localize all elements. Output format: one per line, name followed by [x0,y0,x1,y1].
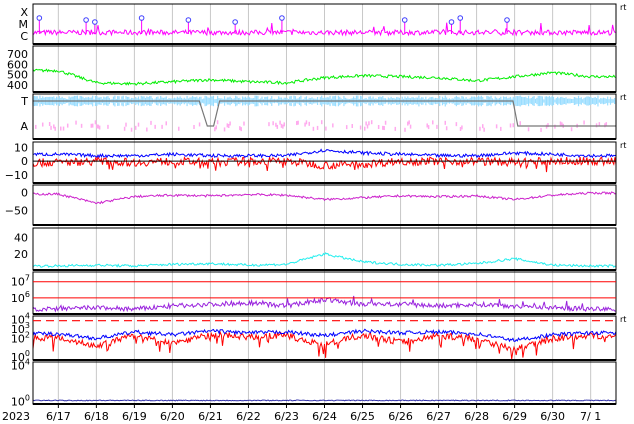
flare-marker [36,15,43,21]
ytick-proton-flux-10^4: 104 [11,312,30,327]
ytick-bottom-10^0: 100 [11,393,30,408]
ytick-proton-flux-10^3: 103 [11,321,30,336]
flare-marker [457,15,464,21]
right-label-proton-flux: rt [620,315,626,324]
labels-layer: rtrtrtrtXMC400500600700TA−10010−50020401… [2,3,626,423]
series-dst-darkmagenta [32,191,617,205]
flare-marker [138,15,145,21]
flare-marker [279,15,285,21]
xtick-6/28: 6/28 [464,410,489,423]
ytick-wind-speed-600: 600 [7,58,28,71]
flare-marker [185,17,192,23]
ytick-proton-flux-10^2: 102 [11,330,30,345]
series-xray-class [32,22,617,37]
flare-marker [92,19,98,25]
ytick-wind-speed-500: 500 [7,69,28,82]
series-imf-blue [32,148,617,159]
ytick-sector-T: T [20,95,28,108]
series-proton-flux-red [32,330,617,360]
ytick-xray-class-C: C [20,30,28,43]
xtick-6/20: 6/20 [160,410,185,423]
axes-layer [32,3,617,408]
xtick-6/26: 6/26 [388,410,413,423]
ytick-imf-10: 10 [14,141,28,154]
xtick-6/23: 6/23 [274,410,299,423]
right-label-xray-class: rt [620,3,626,12]
series-electron-flux-purple [32,295,616,313]
xtick-6/27: 6/27 [426,410,451,423]
xtick-6/30: 6/30 [540,410,565,423]
xtick-6/22: 6/22 [236,410,261,423]
ytick-wind-speed-400: 400 [7,79,28,92]
sector-transition-line [33,100,616,127]
flare-marker [232,19,238,25]
flare-marker [401,17,408,23]
xtick-6/18: 6/18 [84,410,109,423]
xtick-6/21: 6/21 [198,410,223,423]
ytick-wind-speed-700: 700 [7,48,28,61]
ytick-proton-flux-10^0: 100 [11,349,30,364]
ytick-xray-class-X: X [20,6,28,19]
series-proton-flux-blue [32,328,617,343]
ytick-ae-40: 40 [14,232,28,245]
flare-marker [448,19,455,25]
ytick-dst--50: −50 [5,204,28,217]
ytick-ae-20: 20 [14,248,28,261]
ytick-imf--10: −10 [5,169,28,182]
xtick-6/19: 6/19 [122,410,147,423]
ytick-electron-flux-10^7: 107 [11,274,30,289]
series-wind-speed-green [32,68,617,86]
right-label-imf: rt [620,141,626,150]
ytick-bottom-10^4: 104 [11,358,30,373]
xtick-6/29: 6/29 [502,410,527,423]
series-layer [32,15,617,402]
flare-marker [83,17,89,23]
ytick-dst-0: 0 [21,186,28,199]
xtick-6/24: 6/24 [312,410,337,423]
ytick-xray-class-M: M [19,18,29,31]
right-label-sector: rt [620,93,626,102]
ytick-electron-flux-10^6: 106 [11,290,30,305]
series-ae-cyan [32,252,617,268]
ytick-sector-A: A [20,120,28,133]
xtick-6/17: 6/17 [46,410,71,423]
flare-marker [504,17,510,23]
xtick-6/25: 6/25 [350,410,375,423]
x-year-label: 2023 [2,410,30,423]
series-bottom-navy [32,399,616,402]
ytick-imf-0: 0 [21,155,28,168]
xtick-7/1: 7/ 1 [580,410,601,423]
